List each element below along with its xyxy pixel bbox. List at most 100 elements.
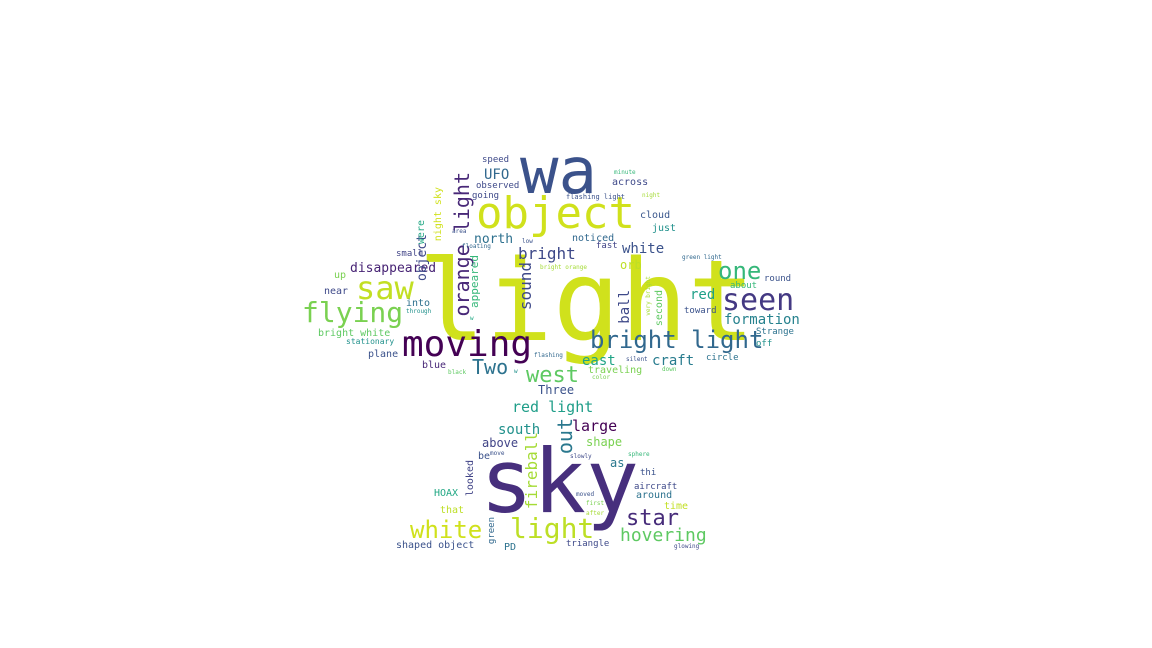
- word-through: through: [406, 308, 432, 315]
- word-glowing: glowing: [674, 543, 700, 550]
- word-circle: circle: [706, 353, 739, 363]
- word-strange: Strange: [756, 327, 794, 337]
- word-sphere: sphere: [628, 451, 650, 458]
- word-going: going: [472, 191, 500, 201]
- word-thi: thi: [640, 468, 657, 478]
- word-stationary: stationary: [346, 337, 395, 346]
- word-green: green: [487, 517, 497, 545]
- word-round: round: [764, 274, 792, 284]
- word-pd: PD: [504, 542, 517, 553]
- word-be: be: [478, 451, 491, 462]
- word-plane: plane: [368, 349, 399, 360]
- word-east: east: [582, 353, 616, 369]
- word-night-sky: night sky: [433, 187, 444, 242]
- word-light: light: [418, 237, 756, 367]
- word-south: south: [498, 422, 541, 438]
- word-up: up: [334, 270, 347, 281]
- word-moved: moved: [576, 491, 595, 498]
- word-move: move: [490, 450, 505, 457]
- word-white: white: [622, 241, 665, 257]
- word-observed: observed: [476, 181, 520, 191]
- word-down: down: [662, 366, 677, 373]
- word-wa: wa: [520, 135, 598, 209]
- word-night: night: [642, 192, 661, 199]
- word-floating: floating: [462, 243, 491, 250]
- word-red: red: [690, 287, 716, 303]
- word-red-light: red light: [512, 398, 594, 416]
- word-just: just: [652, 223, 677, 234]
- word-flying: flying: [302, 296, 404, 329]
- word-about: about: [730, 281, 758, 291]
- word-orb: orb: [620, 258, 642, 272]
- word-bright-orange: bright orange: [540, 264, 587, 271]
- word-time: time: [664, 501, 689, 512]
- word-very-bright: very bright: [645, 276, 652, 316]
- word-silent: silent: [626, 356, 648, 363]
- word-w: w: [514, 368, 518, 375]
- word-disappeared: disappeared: [350, 261, 437, 276]
- word-bright-white: bright white: [318, 328, 391, 339]
- word-fast: fast: [596, 241, 618, 251]
- word-hoax: HOAX: [434, 488, 459, 499]
- word-two: Two: [472, 355, 509, 379]
- word-looked: looked: [465, 460, 476, 497]
- word-near: near: [324, 286, 349, 297]
- word-toward: toward: [684, 306, 717, 316]
- word-first: first: [586, 500, 605, 507]
- word-area: area: [452, 228, 467, 235]
- word-w: w: [470, 315, 474, 322]
- word-west: west: [526, 363, 579, 388]
- word-seen: seen: [722, 283, 795, 318]
- word-craft: craft: [652, 353, 695, 369]
- word-shape: shape: [586, 435, 623, 449]
- word-large: large: [572, 417, 618, 435]
- word-triangle: triangle: [566, 539, 610, 549]
- word-sound: sound: [516, 262, 535, 311]
- word-flashing: flashing: [534, 352, 563, 359]
- word-cloud: cloud: [640, 210, 671, 221]
- word-after: after: [586, 510, 605, 517]
- word-formation: formation: [724, 312, 800, 328]
- word-blue: blue: [422, 360, 447, 371]
- word-second: second: [654, 290, 665, 327]
- word-that: that: [440, 505, 465, 516]
- word-bright-light: bright light: [590, 326, 764, 354]
- word-moving: moving: [402, 324, 533, 365]
- word-star: star: [626, 506, 679, 531]
- word-around: around: [636, 490, 673, 501]
- word-off: off: [756, 339, 773, 349]
- word-into: into: [406, 298, 431, 309]
- word-green-light: green light: [682, 254, 722, 261]
- word-color: color: [592, 374, 611, 381]
- word-as: as: [610, 456, 625, 470]
- word-north: north: [474, 232, 514, 247]
- word-ufo: UFO: [484, 167, 510, 183]
- word-white: white: [410, 516, 483, 544]
- word-slowly: slowly: [570, 453, 592, 460]
- word-were: were: [416, 220, 427, 245]
- word-saw: saw: [356, 269, 414, 307]
- word-noticed: noticed: [572, 233, 615, 244]
- word-across: across: [612, 177, 649, 188]
- word-appeared: appeared: [468, 255, 481, 308]
- word-minute: minute: [614, 169, 636, 176]
- word-bright: bright: [518, 244, 576, 263]
- word-traveling: traveling: [588, 365, 643, 376]
- word-speed: speed: [482, 155, 510, 165]
- word-small: small: [396, 249, 424, 259]
- word-fireball: fireball: [522, 432, 541, 510]
- word-object: object: [476, 188, 635, 239]
- word-black: black: [448, 369, 467, 376]
- word-ball: ball: [617, 290, 633, 324]
- word-flashing-light: flashing light: [566, 193, 626, 201]
- word-above: above: [482, 436, 519, 450]
- word-light: light: [510, 512, 595, 545]
- word-shaped-object: shaped object: [396, 540, 475, 551]
- word-low: low: [522, 238, 533, 245]
- word-aircraft: aircraft: [634, 482, 678, 492]
- word-hovering: hovering: [620, 525, 707, 546]
- word-sky: sky: [480, 430, 639, 533]
- word-three: Three: [538, 383, 575, 397]
- word-one: one: [718, 257, 762, 285]
